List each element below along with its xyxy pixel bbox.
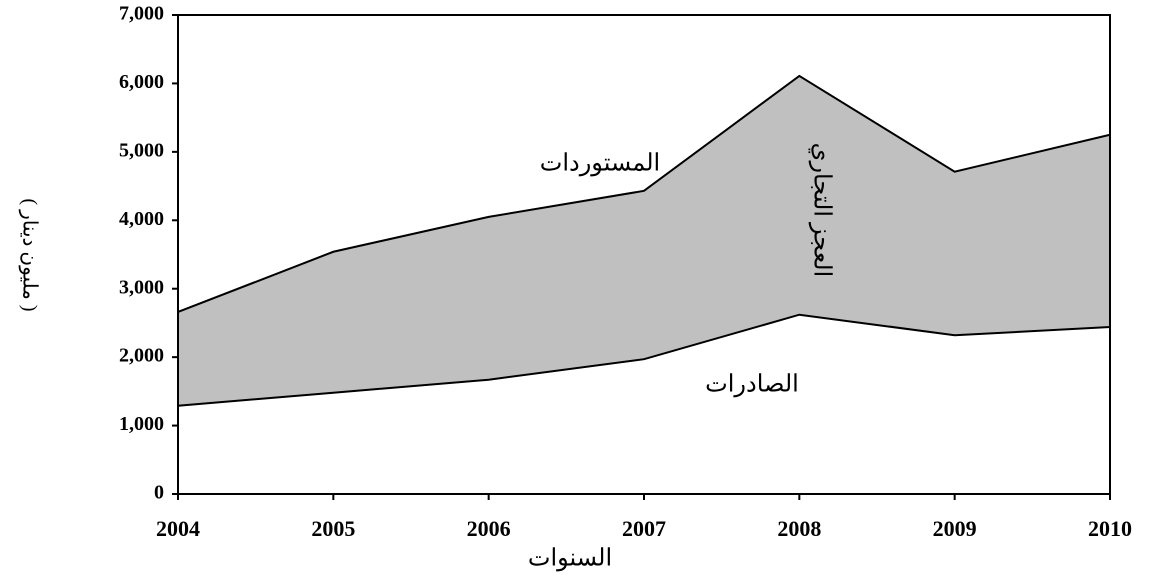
x-tick-label: 2006 xyxy=(467,516,511,541)
y-tick-label: 5,000 xyxy=(119,139,164,161)
x-tick-label: 2009 xyxy=(933,516,977,541)
y-tick-label: 0 xyxy=(154,482,164,504)
y-tick-label: 2,000 xyxy=(119,345,164,367)
x-tick-label: 2005 xyxy=(311,516,355,541)
series-line xyxy=(177,313,1111,407)
x-axis-label: السنوات xyxy=(528,546,612,572)
series-label: المستوردات xyxy=(540,151,660,177)
x-tick-label: 2010 xyxy=(1088,516,1132,541)
y-tick-label: 6,000 xyxy=(119,71,164,93)
x-tick-label: 2004 xyxy=(156,516,200,541)
y-axis-label: ( مليون دينار ) xyxy=(18,199,40,312)
x-tick-label: 2008 xyxy=(777,516,821,541)
series-line xyxy=(177,74,1111,313)
y-tick-label: 3,000 xyxy=(119,276,164,298)
y-tick-label: 4,000 xyxy=(119,208,164,230)
y-tick-label: 7,000 xyxy=(119,3,164,25)
y-tick-label: 1,000 xyxy=(119,413,164,435)
annotation: العجز التجاري xyxy=(808,143,834,278)
x-tick-label: 2007 xyxy=(622,516,666,541)
series-label: الصادرات xyxy=(705,372,799,398)
deficit-area xyxy=(178,75,1110,406)
